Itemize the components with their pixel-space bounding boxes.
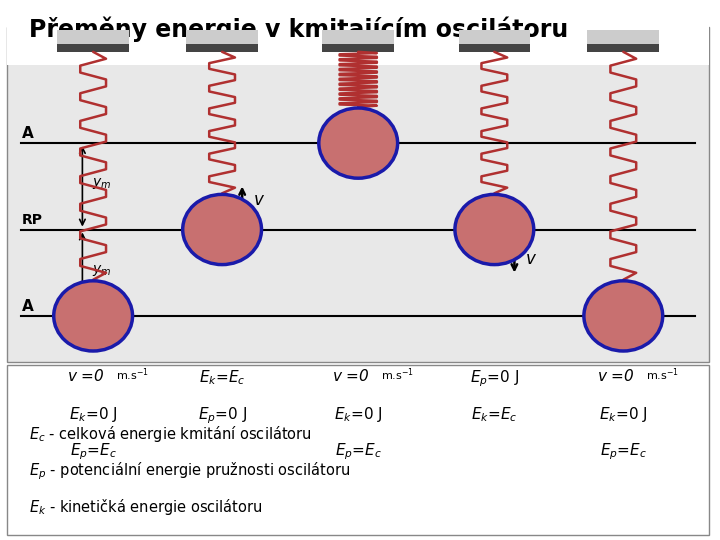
FancyBboxPatch shape: [7, 3, 709, 65]
Text: A: A: [22, 126, 33, 141]
Text: $v$ =0: $v$ =0: [598, 368, 635, 384]
Text: $E_p$=0 J: $E_p$=0 J: [469, 368, 519, 389]
Text: $E_p$ - potenciální energie pružnosti oscilátoru: $E_p$ - potenciální energie pružnosti os…: [29, 461, 350, 482]
Text: $E_k$=0 J: $E_k$=0 J: [69, 405, 117, 424]
Text: m.s$^{-1}$: m.s$^{-1}$: [646, 367, 679, 383]
Text: $E_p$=$E_c$: $E_p$=$E_c$: [600, 442, 647, 462]
Ellipse shape: [183, 194, 261, 265]
FancyBboxPatch shape: [186, 44, 258, 52]
FancyBboxPatch shape: [323, 30, 394, 45]
Text: Přeměny energie v kmitajícím oscilátoru: Přeměny energie v kmitajícím oscilátoru: [29, 17, 568, 43]
Text: $E_k$=0 J: $E_k$=0 J: [599, 405, 647, 424]
Text: $E_p$=$E_c$: $E_p$=$E_c$: [335, 442, 382, 462]
FancyBboxPatch shape: [7, 27, 709, 362]
Text: $y_m$: $y_m$: [91, 176, 111, 191]
FancyBboxPatch shape: [323, 44, 394, 52]
Text: $E_k$=$E_c$: $E_k$=$E_c$: [199, 368, 246, 387]
FancyBboxPatch shape: [459, 30, 530, 45]
Text: RP: RP: [22, 213, 42, 227]
Text: A: A: [22, 299, 33, 314]
Text: $y_m$: $y_m$: [91, 262, 111, 278]
Text: $E_p$=$E_c$: $E_p$=$E_c$: [70, 442, 117, 462]
FancyBboxPatch shape: [588, 30, 659, 45]
Text: $v$ =0: $v$ =0: [67, 368, 105, 384]
Ellipse shape: [319, 108, 397, 178]
FancyBboxPatch shape: [58, 30, 129, 45]
FancyBboxPatch shape: [58, 44, 129, 52]
Text: $E_c$ - celková energie kmitání oscilátoru: $E_c$ - celková energie kmitání osciláto…: [29, 424, 312, 444]
Text: $E_p$=0 J: $E_p$=0 J: [197, 405, 247, 426]
Ellipse shape: [455, 194, 534, 265]
FancyBboxPatch shape: [459, 44, 530, 52]
Text: $v$: $v$: [525, 250, 537, 268]
Text: m.s$^{-1}$: m.s$^{-1}$: [381, 367, 414, 383]
Text: $v$: $v$: [253, 191, 265, 209]
Text: $v$ =0: $v$ =0: [332, 368, 370, 384]
FancyBboxPatch shape: [186, 30, 258, 45]
Text: $E_k$=0 J: $E_k$=0 J: [334, 405, 382, 424]
FancyBboxPatch shape: [7, 364, 709, 535]
Ellipse shape: [54, 281, 132, 351]
Text: $E_k$=$E_c$: $E_k$=$E_c$: [471, 405, 518, 424]
Ellipse shape: [584, 281, 662, 351]
FancyBboxPatch shape: [588, 44, 659, 52]
Text: $E_k$ - kinetičká energie oscilátoru: $E_k$ - kinetičká energie oscilátoru: [29, 497, 262, 517]
Text: m.s$^{-1}$: m.s$^{-1}$: [116, 367, 149, 383]
